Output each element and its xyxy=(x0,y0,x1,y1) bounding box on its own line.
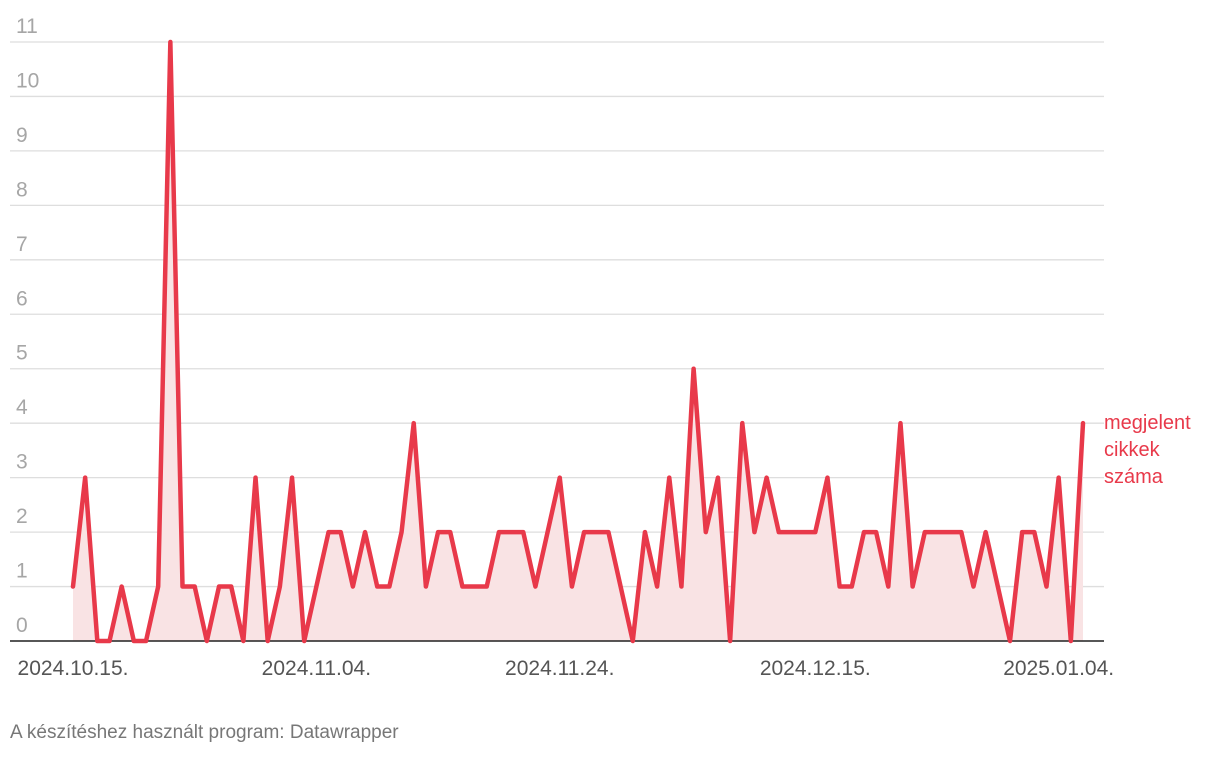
y-tick-label: 11 xyxy=(16,15,38,38)
y-tick-label: 7 xyxy=(16,233,28,256)
series-label: megjelent cikkek száma xyxy=(1104,412,1191,488)
x-tick-label: 2024.11.04. xyxy=(262,657,371,680)
x-tick-label: 2024.12.15. xyxy=(760,657,871,680)
y-tick-label: 6 xyxy=(16,287,28,310)
y-tick-label: 4 xyxy=(16,396,28,419)
y-tick-label: 8 xyxy=(16,178,28,201)
y-tick-label: 2 xyxy=(16,505,28,528)
y-tick-label: 0 xyxy=(16,614,28,637)
x-tick-label: 2025.01.04. xyxy=(1003,657,1114,680)
y-tick-label: 10 xyxy=(16,69,39,92)
y-tick-label: 1 xyxy=(16,560,28,583)
y-tick-label: 9 xyxy=(16,124,28,147)
footer: A készítéshez használt program: Datawrap… xyxy=(10,722,399,743)
x-tick-label: 2024.11.24. xyxy=(505,657,614,680)
chart: 0 1 2 3 4 5 6 7 8 9 10 11 2024.10.15. 2024.11.04. 2024… xyxy=(10,15,1114,680)
x-tick-label: 2024.10.15. xyxy=(18,657,129,680)
y-tick-label: 5 xyxy=(16,342,28,365)
area xyxy=(73,42,1083,641)
y-tick-label: 3 xyxy=(16,451,28,474)
line xyxy=(70,39,1086,644)
